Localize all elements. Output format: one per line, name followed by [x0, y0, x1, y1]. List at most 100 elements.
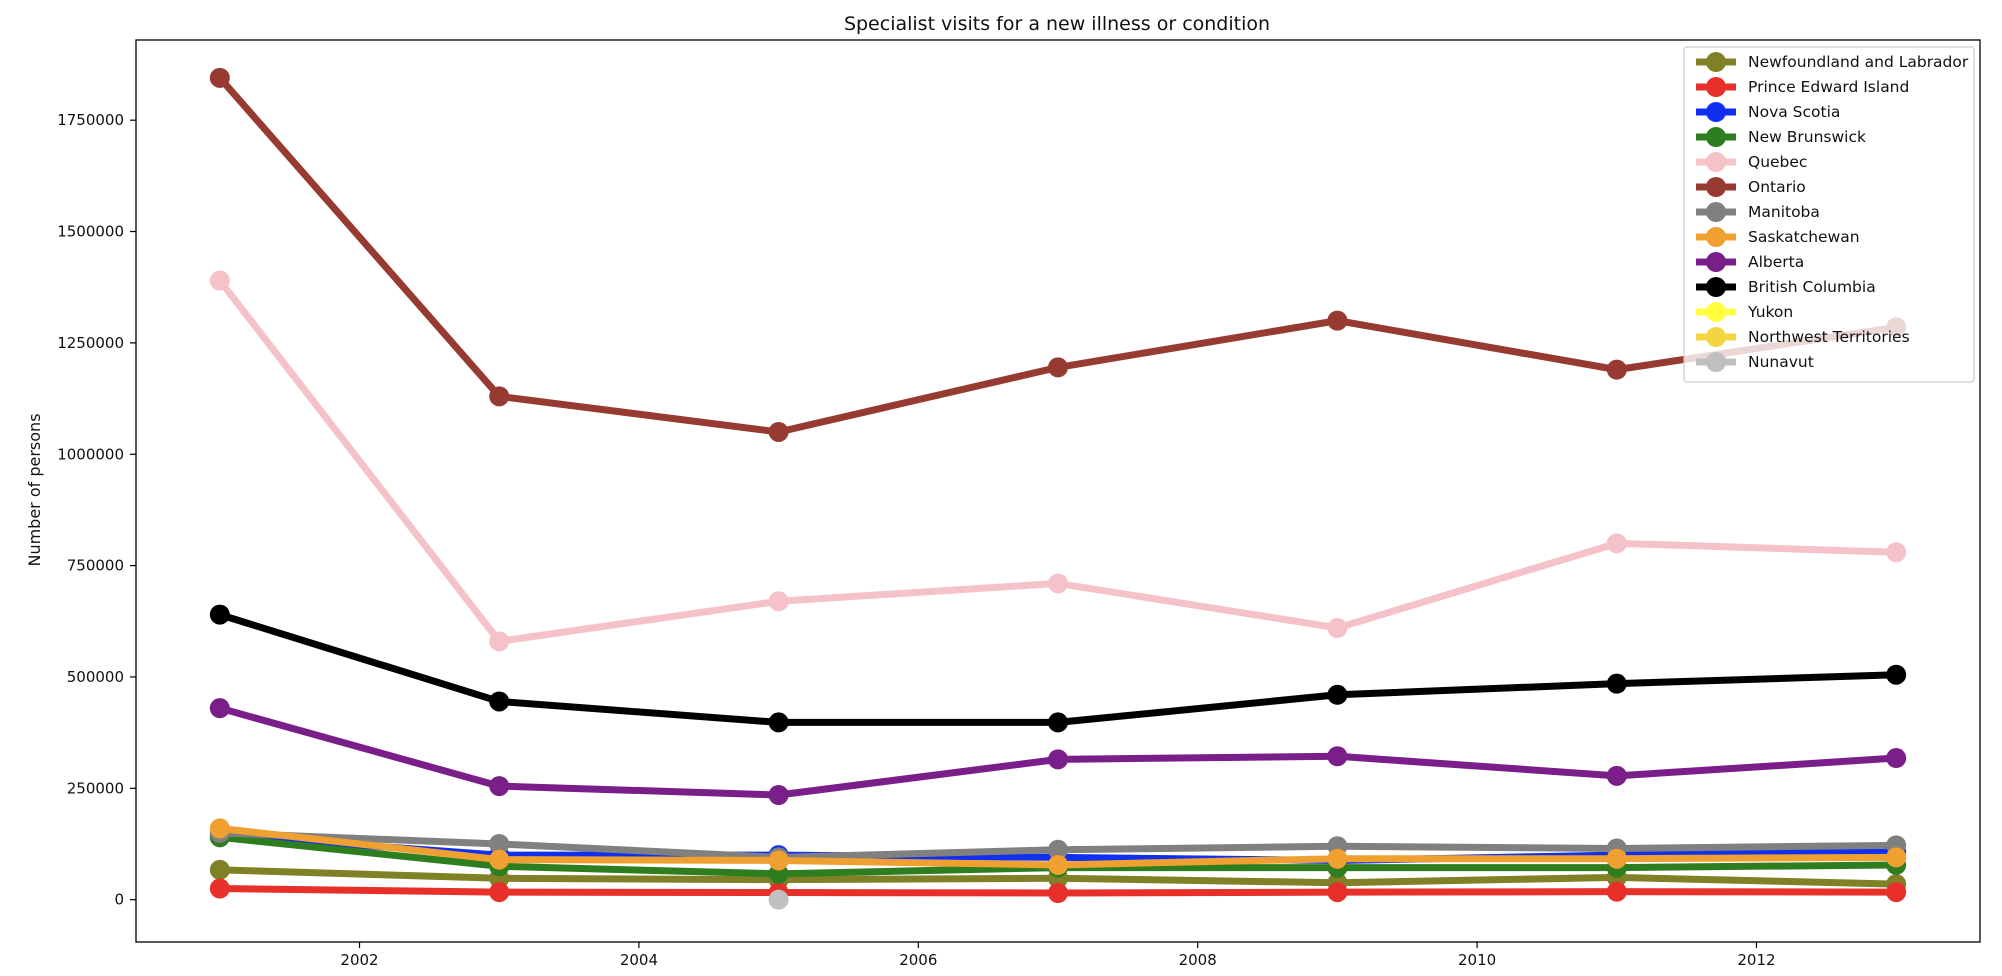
legend-swatch-marker	[1706, 152, 1726, 172]
data-point	[489, 834, 510, 855]
legend-label: Nunavut	[1748, 353, 1814, 371]
data-point	[489, 386, 510, 407]
y-tick-label: 1250000	[57, 334, 124, 352]
legend-box	[1683, 46, 1975, 383]
data-point	[1327, 310, 1348, 331]
data-point	[489, 882, 510, 903]
legend-label: Northwest Territories	[1748, 328, 1910, 346]
series	[209, 604, 1907, 733]
data-point	[209, 698, 230, 719]
data-point	[768, 785, 789, 806]
series	[768, 889, 789, 910]
plot-area: 2002 2004 2006 2008 2010 2012 0 250000 500000 750…	[57, 39, 1981, 969]
legend-swatch-marker	[1706, 77, 1726, 97]
legend-label: Nova Scotia	[1748, 103, 1840, 121]
data-point	[489, 691, 510, 712]
legend-swatch-marker	[1706, 277, 1726, 297]
y-tick-label: 0	[114, 891, 124, 909]
x-tick-label: 2002	[340, 951, 378, 969]
data-point	[1606, 533, 1627, 554]
data-point	[1886, 847, 1907, 868]
data-point	[1048, 854, 1068, 875]
data-point	[209, 859, 230, 880]
series	[209, 878, 1907, 904]
data-point	[1327, 882, 1348, 903]
data-point	[768, 421, 789, 442]
data-point	[489, 776, 510, 797]
legend-label: Ontario	[1748, 178, 1806, 196]
data-point	[1048, 749, 1068, 770]
data-point	[209, 818, 230, 839]
y-axis-label: Number of persons	[25, 413, 44, 566]
data-point	[1606, 359, 1627, 380]
data-point	[1327, 617, 1348, 638]
legend-label: Manitoba	[1748, 203, 1820, 221]
plot-frame	[135, 39, 1981, 943]
data-point	[1327, 746, 1348, 767]
legend-label: Alberta	[1748, 253, 1804, 271]
legend-swatch-marker	[1706, 352, 1726, 372]
data-point	[209, 604, 230, 625]
data-point	[1048, 883, 1068, 904]
legend-swatch-marker	[1706, 227, 1726, 247]
series-line	[217, 75, 1897, 436]
data-point	[489, 849, 510, 870]
legend-label: Quebec	[1748, 153, 1807, 171]
data-point	[1048, 573, 1068, 594]
y-tick-label: 1000000	[57, 445, 124, 463]
legend-swatch-marker	[1706, 102, 1726, 122]
data-point	[489, 631, 510, 652]
legend-label: Prince Edward Island	[1748, 78, 1909, 96]
data-point	[1886, 664, 1907, 685]
data-point	[1048, 839, 1068, 860]
series	[209, 67, 1907, 442]
x-tick-label: 2004	[620, 951, 658, 969]
y-tick-label: 1500000	[57, 223, 124, 241]
series	[209, 818, 1907, 875]
data-point	[1048, 712, 1068, 733]
series	[209, 270, 1907, 652]
data-point	[768, 591, 789, 612]
x-tick-label: 2012	[1737, 951, 1775, 969]
data-point	[768, 712, 789, 733]
x-tick-label: 2008	[1179, 951, 1217, 969]
data-point	[1327, 848, 1348, 869]
data-point	[768, 850, 789, 871]
data-point	[1886, 748, 1907, 769]
data-point	[1327, 684, 1348, 705]
legend: Newfoundland and Labrador Prince Edward I…	[1683, 46, 1975, 383]
x-tick-label: 2006	[899, 951, 937, 969]
legend-swatch-marker	[1706, 252, 1726, 272]
data-point	[1886, 542, 1907, 563]
series	[209, 698, 1907, 806]
chart-title: Specialist visits for a new illness or c…	[844, 13, 1270, 35]
legend-label: New Brunswick	[1748, 128, 1866, 146]
data-point	[1606, 673, 1627, 694]
legend-label: British Columbia	[1748, 278, 1876, 296]
data-point	[209, 270, 230, 291]
data-point	[1886, 882, 1907, 903]
data-point	[209, 878, 230, 899]
y-tick-label: 750000	[67, 557, 124, 575]
y-tick-label: 1750000	[57, 111, 124, 129]
data-point	[768, 889, 789, 910]
legend-swatch-marker	[1706, 302, 1726, 322]
y-tick-label: 500000	[67, 668, 124, 686]
legend-label: Newfoundland and Labrador	[1748, 53, 1969, 71]
legend-label: Yukon	[1747, 303, 1793, 321]
legend-label: Saskatchewan	[1748, 228, 1860, 246]
y-tick-label: 250000	[67, 779, 124, 797]
series-line	[218, 611, 1897, 726]
legend-swatch-marker	[1706, 327, 1726, 347]
legend-swatch-marker	[1706, 177, 1726, 197]
data-point	[209, 67, 230, 88]
data-point	[1606, 765, 1627, 786]
legend-swatch-marker	[1706, 127, 1726, 147]
x-tick-label: 2010	[1458, 951, 1496, 969]
data-point	[1606, 848, 1627, 869]
legend-swatch-marker	[1706, 202, 1726, 222]
data-point	[1048, 357, 1068, 378]
legend-swatch-marker	[1706, 52, 1726, 72]
